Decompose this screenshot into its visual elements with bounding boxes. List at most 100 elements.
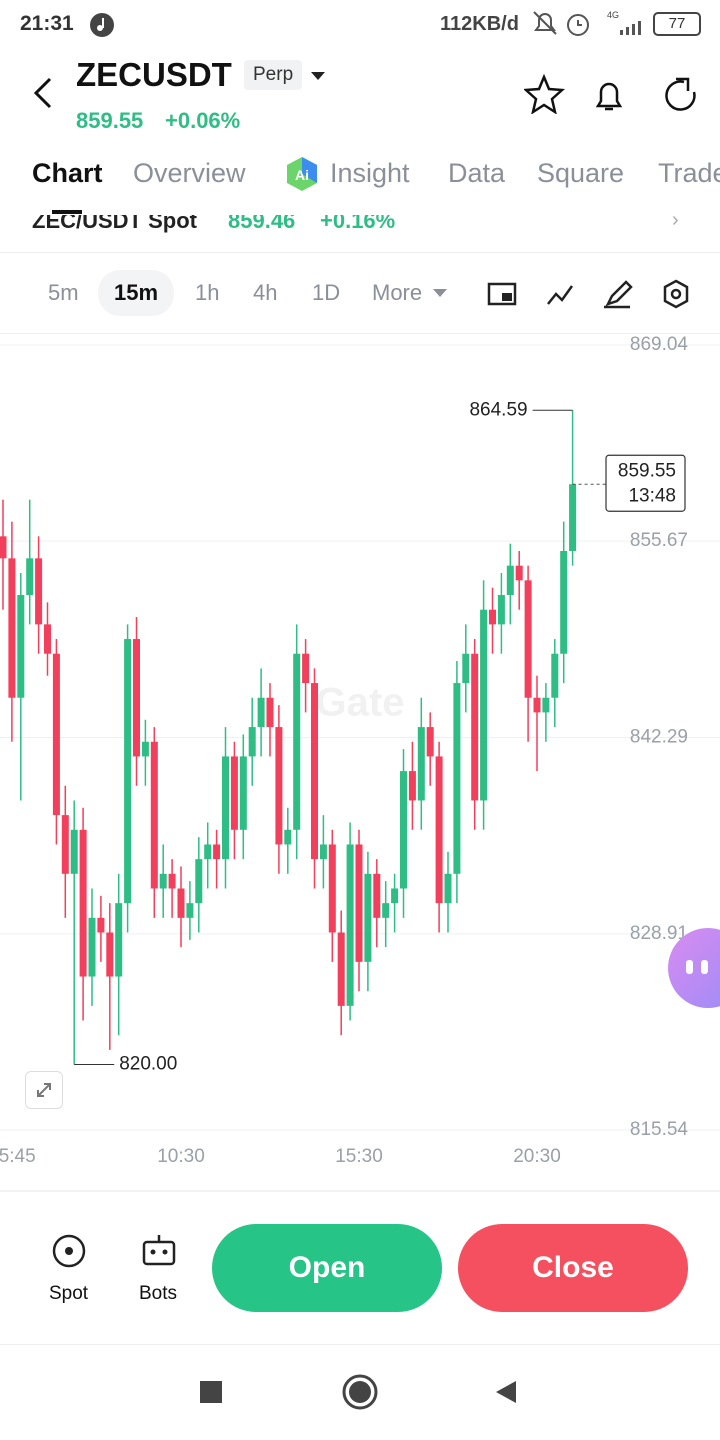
- y-tick-label: 855.67: [630, 530, 688, 551]
- x-tick-label: 10:30: [157, 1146, 205, 1167]
- candle-body: [177, 888, 185, 918]
- candle-body: [186, 903, 194, 918]
- tab[interactable]: Insight: [330, 158, 410, 188]
- candle-body: [391, 888, 399, 904]
- spot-price: 859.46: [228, 215, 296, 233]
- candle-body: [266, 697, 274, 728]
- candle-body: [560, 551, 568, 654]
- spot-pair: ZEC/USDT Spot: [32, 215, 197, 233]
- tab[interactable]: Overview: [133, 158, 246, 188]
- chevron: ›: [672, 215, 679, 231]
- interval-option[interactable]: 1h: [195, 280, 220, 305]
- candle-body: [115, 903, 123, 977]
- candle-body: [542, 697, 550, 713]
- y-tick-label: 828.91: [630, 923, 688, 944]
- network-speed: 112KB/d: [440, 13, 519, 35]
- candle-body: [44, 624, 51, 654]
- x-tick-label: 15:30: [335, 1146, 383, 1167]
- interval-option[interactable]: 4h: [253, 280, 278, 305]
- interval-option[interactable]: More: [372, 280, 423, 305]
- battery: 77: [653, 12, 701, 36]
- bots-icon[interactable]: [140, 1232, 180, 1272]
- spot-label[interactable]: Spot: [49, 1283, 89, 1304]
- candle-body: [159, 873, 167, 889]
- spot-change: +0.16%: [320, 215, 396, 233]
- candle-body: [293, 653, 301, 830]
- bubble-eye: [701, 960, 708, 974]
- candle-body: [328, 844, 336, 933]
- bubble-eye: [686, 960, 693, 974]
- candle-body: [141, 741, 149, 757]
- candle-body: [471, 653, 479, 801]
- candle-body: [204, 844, 212, 860]
- candle-body: [26, 558, 34, 596]
- candle-body: [61, 815, 69, 874]
- candle-body: [515, 565, 523, 581]
- close-button[interactable]: Close: [458, 1224, 688, 1312]
- tab[interactable]: Trade: [658, 158, 720, 188]
- expand-button[interactable]: [25, 1071, 63, 1109]
- candle-body: [257, 697, 265, 728]
- dropdown-arrow[interactable]: [310, 70, 326, 82]
- candle-body: [106, 932, 114, 977]
- y-tick-label: 842.29: [630, 727, 688, 748]
- tab[interactable]: Chart: [32, 158, 103, 188]
- divider: [0, 1190, 720, 1192]
- candle-body: [569, 484, 577, 552]
- candle-body: [168, 873, 176, 889]
- tab[interactable]: Data: [448, 158, 506, 188]
- interval-option[interactable]: 1D: [312, 280, 341, 305]
- countdown: 13:48: [628, 485, 676, 506]
- candle-body: [97, 917, 105, 933]
- nav-bar[interactable]: [190, 1370, 530, 1415]
- candle-body: [480, 609, 488, 801]
- candle-body: [0, 536, 7, 559]
- candle-body: [346, 844, 354, 1006]
- divider: [0, 1344, 720, 1345]
- tab[interactable]: Square: [537, 158, 625, 188]
- candle-body: [462, 653, 470, 684]
- open-button[interactable]: Open: [212, 1224, 442, 1312]
- candle-body: [275, 727, 283, 845]
- symbol: ZECUSDT: [76, 56, 232, 93]
- candle-body: [533, 697, 541, 713]
- candle-body: [239, 756, 247, 830]
- candle-body: [364, 873, 372, 962]
- back-button[interactable]: [30, 75, 58, 111]
- bots-label[interactable]: Bots: [139, 1283, 178, 1304]
- watermark: Gate: [316, 681, 405, 725]
- candle-body: [435, 756, 443, 904]
- perp-badge[interactable]: Perp: [244, 60, 303, 90]
- spot-icon[interactable]: [50, 1232, 90, 1272]
- x-tick-label: 20:30: [513, 1146, 561, 1167]
- header-price: 859.55: [76, 108, 144, 133]
- more-arrow[interactable]: [432, 287, 448, 299]
- candle-body: [489, 609, 496, 625]
- candle-body: [17, 595, 25, 698]
- min-label: 820.00: [119, 1054, 177, 1075]
- candle-body: [373, 873, 381, 918]
- candle-body: [150, 741, 158, 889]
- candle-body: [133, 639, 140, 757]
- network-type: 4G: [607, 10, 620, 20]
- y-tick-label: 815.54: [630, 1119, 689, 1140]
- candle-body: [52, 653, 60, 816]
- chart-tools[interactable]: [484, 278, 696, 310]
- tab-bar: Chart Overview Ai Insight Data Square Tr…: [0, 150, 720, 215]
- interval-option[interactable]: 15m: [98, 270, 175, 316]
- candle-body: [79, 829, 87, 977]
- candle-body: [408, 771, 416, 801]
- svg-text:Ai: Ai: [295, 167, 309, 183]
- last-price: 859.55: [618, 460, 676, 481]
- candle-body: [248, 727, 256, 757]
- candle-body: [8, 558, 16, 698]
- candle-body: [444, 873, 452, 904]
- header-actions[interactable]: [524, 74, 704, 114]
- interval-option[interactable]: 5m: [48, 280, 79, 305]
- candle-body: [311, 683, 318, 860]
- candle-body: [213, 844, 221, 860]
- spot-bar[interactable]: ZEC/USDT Spot 859.46 +0.16% ›: [0, 215, 720, 253]
- candle-body: [230, 756, 238, 830]
- candle-body: [88, 917, 96, 977]
